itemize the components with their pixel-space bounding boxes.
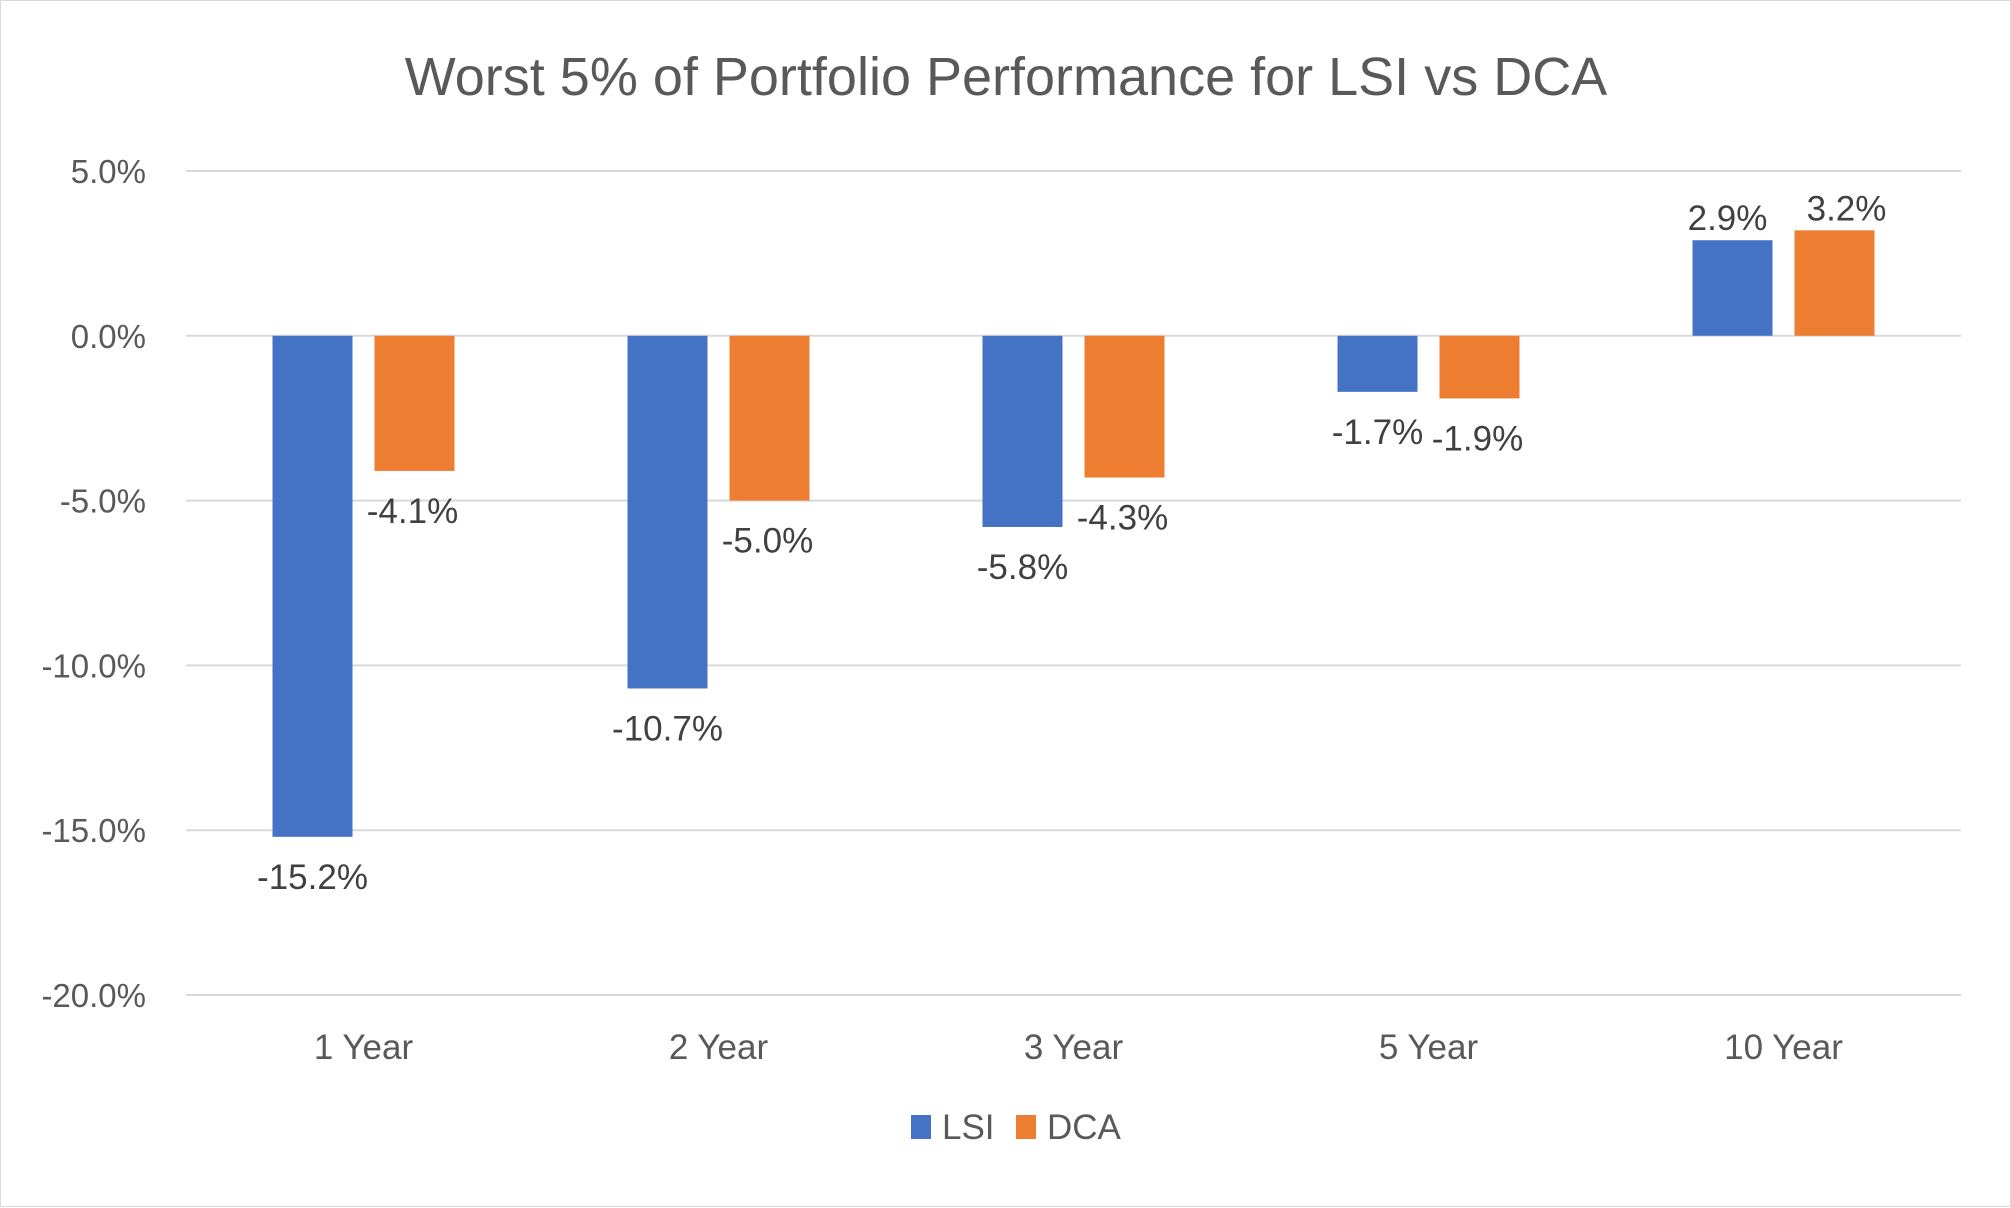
y-axis-tick-labels: 5.0% 0.0% -5.0% -10.0% -15.0% -20.0% [41, 153, 146, 1014]
data-label-lsi-4: 2.9% [1688, 199, 1768, 238]
gridlines [186, 170, 1961, 996]
legend-swatch-dca [1016, 1115, 1036, 1139]
legend-label-dca: DCA [1047, 1108, 1122, 1147]
legend: LSI DCA [911, 1108, 1122, 1147]
bar-dca-4 [1794, 230, 1875, 336]
x-category-label: 2 Year [669, 1028, 769, 1067]
bar-lsi-4 [1692, 240, 1773, 336]
data-label-dca-0: -4.1% [367, 492, 458, 531]
x-category-label: 1 Year [314, 1028, 414, 1067]
legend-swatch-lsi [911, 1115, 931, 1139]
y-tick-label: -20.0% [41, 977, 146, 1014]
bar-lsi-0 [272, 335, 353, 837]
bar-lsi-3 [1337, 335, 1418, 392]
bar-dca-1 [729, 335, 810, 501]
bar-lsi-1 [627, 335, 708, 689]
data-label-lsi-1: -10.7% [612, 709, 723, 748]
x-category-label: 5 Year [1379, 1028, 1479, 1067]
x-category-label: 3 Year [1024, 1028, 1124, 1067]
bar-lsi-2 [982, 335, 1063, 527]
data-label-lsi-3: -1.7% [1332, 413, 1423, 452]
y-tick-label: -10.0% [41, 647, 146, 684]
y-tick-label: -15.0% [41, 812, 146, 849]
legend-label-lsi: LSI [942, 1108, 995, 1147]
data-label-dca-3: -1.9% [1432, 419, 1523, 458]
y-tick-label: 5.0% [71, 153, 146, 190]
data-label-dca-2: -4.3% [1077, 499, 1168, 538]
bar-dca-0 [374, 335, 455, 471]
bars [272, 230, 1875, 837]
data-labels: -15.2% -4.1% -10.7% -5.0% -5.8%-4.3% -1.7% -1.… [257, 189, 1886, 896]
data-label-lsi-0: -15.2% [257, 858, 368, 897]
y-tick-label: -5.0% [60, 483, 146, 520]
x-category-label: 10 Year [1724, 1028, 1843, 1067]
x-axis-category-labels: 1 Year 2 Year 3 Year 5 Year 10 Year [314, 1028, 1843, 1067]
data-label-dca-1: -5.0% [722, 522, 813, 561]
bar-dca-3 [1439, 335, 1520, 399]
y-tick-label: 0.0% [71, 318, 146, 355]
chart-title: Worst 5% of Portfolio Performance for LS… [405, 47, 1607, 107]
data-label-dca-4: 3.2% [1807, 189, 1887, 228]
bar-dca-2 [1084, 335, 1165, 478]
data-label-lsi-2: -5.8% [977, 548, 1068, 587]
